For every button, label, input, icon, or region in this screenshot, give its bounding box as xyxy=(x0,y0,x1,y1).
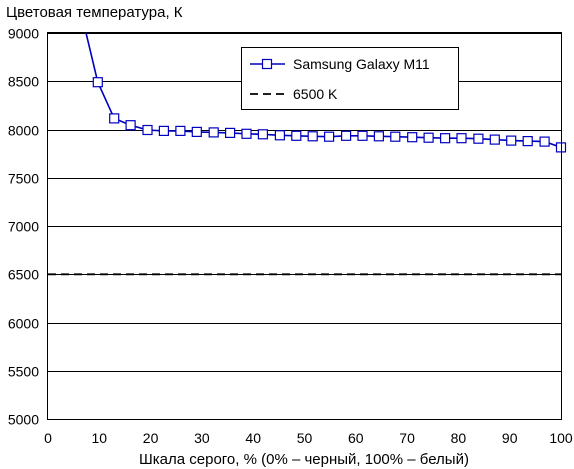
data-point xyxy=(373,131,384,142)
data-point xyxy=(539,136,550,147)
x-tick-label: 80 xyxy=(451,430,467,446)
series-layer xyxy=(48,33,567,276)
data-point xyxy=(456,133,467,144)
x-tick-label: 40 xyxy=(245,430,261,446)
data-point xyxy=(191,126,202,138)
x-tick-label: 10 xyxy=(92,430,108,446)
data-point xyxy=(489,134,500,145)
data-point xyxy=(125,120,136,131)
legend-box xyxy=(241,47,459,110)
data-point xyxy=(341,130,352,141)
y-axis-title: Цветовая температура, К xyxy=(6,4,183,21)
data-point xyxy=(92,77,103,88)
x-axis-title: Шкала серого, % (0% – черный, 100% – бел… xyxy=(139,451,469,468)
x-tick-label: 60 xyxy=(348,430,364,446)
legend-label-samsung: Samsung Galaxy M11 xyxy=(293,56,430,72)
y-tick-label: 7500 xyxy=(8,171,39,187)
data-point xyxy=(142,124,153,136)
y-tick-label: 8000 xyxy=(8,123,39,139)
y-tick-label: 6000 xyxy=(8,316,39,332)
legend: Samsung Galaxy M11 6500 K xyxy=(241,47,459,110)
data-point xyxy=(274,130,285,141)
x-tick-label: 90 xyxy=(502,430,518,446)
y-tick-label: 7000 xyxy=(8,219,39,235)
data-point xyxy=(257,129,268,140)
data-point xyxy=(324,131,335,142)
series-markers xyxy=(92,77,567,153)
data-point xyxy=(506,135,517,146)
data-point xyxy=(357,130,368,141)
data-point xyxy=(175,125,186,137)
legend-marker-samsung xyxy=(261,58,273,70)
data-point xyxy=(522,136,533,147)
data-point xyxy=(208,127,219,138)
data-point xyxy=(241,128,252,139)
y-tick-label: 9000 xyxy=(8,26,39,42)
y-tick-label: 8500 xyxy=(8,74,39,90)
data-point xyxy=(440,133,451,144)
data-point xyxy=(291,130,302,141)
data-point xyxy=(307,131,318,142)
data-point xyxy=(473,133,484,144)
y-tick-labels: 5000 5500 6000 6500 7000 7500 8000 8500 9000 xyxy=(8,26,39,428)
data-point xyxy=(225,127,236,138)
x-tick-label: 100 xyxy=(549,430,573,446)
y-tick-label: 5000 xyxy=(8,412,39,428)
data-point xyxy=(423,132,434,143)
x-tick-label: 30 xyxy=(194,430,210,446)
x-tick-label: 50 xyxy=(297,430,313,446)
x-tick-labels: 0 10 20 30 40 50 60 70 80 90 100 xyxy=(44,430,573,446)
y-tick-label: 5500 xyxy=(8,364,39,380)
legend-label-6500k: 6500 K xyxy=(293,86,338,102)
x-tick-label: 70 xyxy=(399,430,415,446)
x-tick-label: 0 xyxy=(44,430,52,446)
data-point xyxy=(109,113,120,124)
data-point xyxy=(158,125,169,137)
data-point xyxy=(407,132,418,143)
data-point xyxy=(390,131,401,142)
y-tick-label: 6500 xyxy=(8,267,39,283)
x-tick-label: 20 xyxy=(143,430,159,446)
plot-frame xyxy=(47,32,562,420)
